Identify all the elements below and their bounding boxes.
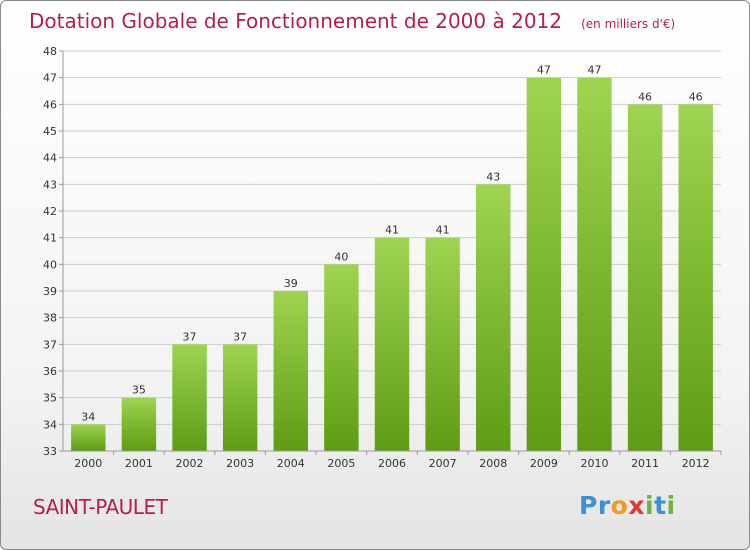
bar-value-label: 47 [587,64,601,77]
proxiti-logo[interactable]: Proxiti [579,491,676,520]
x-tick-label: 2007 [429,457,457,470]
x-tick-label: 2011 [631,457,659,470]
bar [678,104,713,451]
bar-value-label: 39 [284,277,298,290]
bar [71,424,106,451]
y-tick-label: 48 [43,45,57,58]
x-tick-label: 2003 [226,457,254,470]
bar [425,237,460,451]
bar-value-label: 41 [385,224,399,237]
bar-value-label: 41 [436,224,450,237]
bar-value-label: 43 [486,170,500,183]
bar [577,77,612,452]
bar-value-label: 37 [233,330,247,343]
bar [627,104,663,451]
bar [222,344,258,451]
commune-name: SAINT-PAULET [33,495,168,519]
x-tick-label: 2001 [125,457,153,470]
y-tick-label: 47 [43,72,57,85]
y-tick-label: 39 [43,285,57,298]
y-tick-label: 33 [43,445,57,458]
bar-layer: 34 35 37 37 39 40 41 41 43 47 47 46 46 [71,64,713,452]
y-tick-label: 37 [43,338,57,351]
bar-value-label: 46 [638,90,652,103]
bar [324,264,359,451]
unit-label: (en milliers d'€) [581,17,676,31]
x-tick-label: 2000 [74,457,102,470]
bar [526,77,562,452]
bar [121,397,157,451]
bar [476,184,511,452]
x-tick-label: 2002 [176,457,204,470]
y-tick-label: 45 [43,125,57,138]
logo-part: t [654,491,667,520]
y-tick-label: 34 [43,418,57,431]
bar-value-label: 35 [132,384,146,397]
x-tick-label: 2004 [277,457,305,470]
bar [172,344,207,451]
x-tick-label: 2012 [682,457,710,470]
logo-part: i [666,491,676,520]
y-tick-label: 38 [43,312,57,325]
chart-title: Dotation Globale de Fonctionnement de 20… [29,9,562,33]
bar-value-label: 47 [537,64,551,77]
y-tick-label: 36 [43,365,57,378]
bar [273,291,308,451]
y-tick-label: 35 [43,392,57,405]
logo-part: o [610,491,629,520]
x-tick-label: 2008 [479,457,507,470]
x-tick-label: 2009 [530,457,558,470]
y-tick-label: 46 [43,98,57,111]
bar-value-label: 46 [689,90,703,103]
logo-part: x [628,491,645,520]
logo-part: i [644,491,655,520]
y-tick-label: 40 [43,258,57,271]
bar [374,237,410,451]
y-tick-label: 44 [43,152,57,165]
y-tick-label: 41 [43,232,57,245]
axis-layer: 33 34 35 36 37 38 39 40 41 42 43 44 45 46 47 48 2000 2001… [43,45,722,470]
title-row: Dotation Globale de Fonctionnement de 20… [29,9,675,33]
y-tick-label: 42 [43,205,57,218]
x-tick-label: 2010 [580,457,608,470]
x-tick-label: 2006 [378,457,406,470]
logo-part: Pr [579,491,611,520]
bar-value-label: 37 [183,330,197,343]
x-tick-label: 2005 [327,457,355,470]
bar-value-label: 34 [81,410,95,423]
y-tick-label: 43 [43,178,57,191]
bar-value-label: 40 [334,250,348,263]
